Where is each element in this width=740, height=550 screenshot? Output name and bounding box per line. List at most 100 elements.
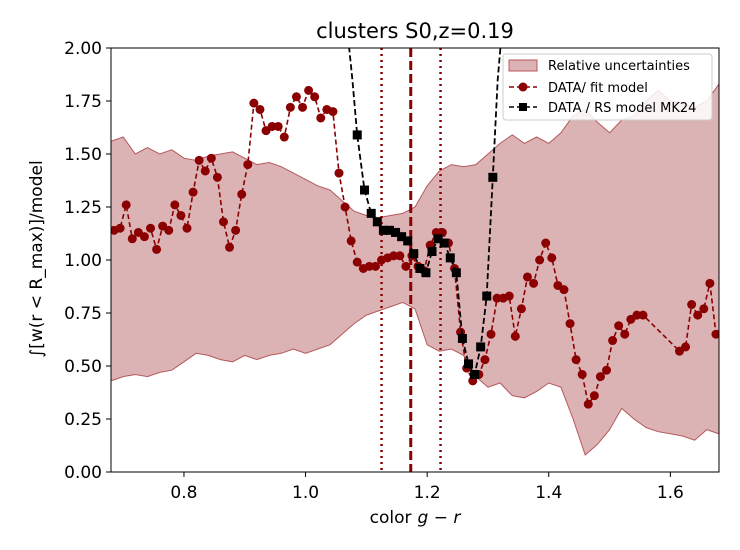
y-tick-label: 0.50 bbox=[64, 357, 102, 377]
x-tick-label: 1.2 bbox=[414, 483, 441, 503]
fit-point bbox=[352, 257, 362, 267]
fit-point bbox=[504, 291, 514, 301]
y-tick-label: 1.50 bbox=[64, 145, 102, 165]
fit-point bbox=[340, 202, 350, 212]
legend: Relative uncertainties DATA/ fit model D… bbox=[502, 53, 713, 121]
legend-rs-marker bbox=[519, 103, 527, 111]
fit-point bbox=[705, 278, 715, 288]
fit-point bbox=[541, 238, 551, 248]
y-tick-label: 2.00 bbox=[64, 39, 102, 59]
x-axis-label-main: color bbox=[370, 508, 412, 528]
y-tick-label: 0.25 bbox=[64, 410, 102, 430]
axes-layer: 0.8 1.0 1.2 1.4 1.6 0.00 0.25 0.50 0.75 1.00 1.25 1… bbox=[64, 39, 720, 503]
fit-point bbox=[212, 172, 222, 182]
fit-point bbox=[577, 369, 587, 379]
fit-point bbox=[176, 210, 186, 220]
x-tick-label: 0.8 bbox=[170, 483, 197, 503]
rs-point bbox=[366, 208, 376, 218]
fit-point bbox=[200, 166, 210, 176]
fit-point bbox=[595, 372, 605, 382]
fit-point bbox=[571, 355, 581, 365]
rs-point bbox=[391, 227, 401, 237]
y-tick-label: 0.75 bbox=[64, 304, 102, 324]
rs-point bbox=[482, 291, 492, 301]
legend-fit-marker bbox=[518, 82, 528, 92]
fit-point bbox=[547, 253, 557, 263]
fit-point bbox=[194, 155, 204, 165]
fit-point bbox=[608, 336, 618, 346]
x-axis-label-math: g − r bbox=[418, 508, 462, 528]
fit-point bbox=[237, 189, 247, 199]
rs-point bbox=[470, 369, 480, 379]
rs-point bbox=[397, 232, 407, 242]
fit-point bbox=[401, 261, 411, 271]
fit-point bbox=[687, 300, 697, 310]
x-tick-label: 1.0 bbox=[292, 483, 319, 503]
fit-point bbox=[243, 160, 253, 170]
fit-point bbox=[346, 236, 356, 246]
fit-point bbox=[285, 102, 295, 112]
fit-point bbox=[121, 200, 131, 210]
fit-point bbox=[589, 391, 599, 401]
legend-label-rs: DATA / RS model MK24 bbox=[548, 101, 696, 116]
fit-point bbox=[231, 225, 241, 235]
rs-point bbox=[415, 263, 425, 273]
fit-point bbox=[620, 329, 630, 339]
fit-point bbox=[273, 121, 283, 131]
chart-title: clusters S0,z=0.19 bbox=[316, 19, 514, 43]
fit-point bbox=[638, 310, 648, 320]
x-tick-label: 1.6 bbox=[657, 483, 684, 503]
rs-point bbox=[433, 234, 443, 244]
rs-point bbox=[384, 225, 394, 235]
fit-point bbox=[188, 187, 198, 197]
rs-point bbox=[352, 130, 362, 140]
y-tick-label: 1.00 bbox=[64, 251, 102, 271]
fit-point bbox=[486, 329, 496, 339]
fit-point bbox=[164, 225, 174, 235]
fit-point bbox=[583, 399, 593, 409]
legend-box bbox=[502, 53, 713, 121]
fit-point bbox=[127, 234, 137, 244]
fit-point bbox=[249, 98, 259, 108]
rs-point bbox=[427, 247, 437, 257]
legend-label-fit: DATA/ fit model bbox=[548, 81, 648, 96]
fit-point bbox=[602, 365, 612, 375]
rs-point bbox=[488, 172, 498, 182]
fit-point bbox=[146, 223, 156, 233]
fit-point bbox=[279, 132, 289, 142]
fit-point bbox=[304, 85, 314, 95]
fit-point bbox=[370, 261, 380, 271]
fit-point bbox=[328, 107, 338, 117]
fit-point bbox=[334, 168, 344, 178]
y-axis-label: ∫[w(r < R_max)]/model bbox=[27, 160, 47, 357]
fit-point bbox=[395, 251, 405, 261]
fit-point bbox=[614, 321, 624, 331]
fit-point bbox=[316, 113, 326, 123]
series-layer bbox=[111, 48, 719, 409]
y-tick-label: 1.75 bbox=[64, 92, 102, 112]
rs-point bbox=[409, 249, 419, 259]
fit-point bbox=[115, 223, 125, 233]
rs-point bbox=[439, 238, 449, 248]
fit-point bbox=[298, 102, 308, 112]
fit-point bbox=[516, 304, 526, 314]
fit-point bbox=[480, 355, 490, 365]
fit-point bbox=[139, 232, 149, 242]
fit-point bbox=[529, 278, 539, 288]
fit-point bbox=[522, 272, 532, 282]
fit-point bbox=[535, 255, 545, 265]
fit-point bbox=[291, 92, 301, 102]
fit-point bbox=[206, 153, 216, 163]
fit-point bbox=[693, 310, 703, 320]
legend-band-swatch bbox=[508, 59, 538, 72]
fit-point bbox=[699, 304, 709, 314]
fit-point bbox=[182, 223, 192, 233]
rs-point bbox=[378, 225, 388, 235]
fit-point bbox=[711, 329, 719, 339]
rs-point bbox=[360, 185, 370, 195]
rs-point bbox=[421, 268, 431, 278]
rs-point bbox=[403, 236, 413, 246]
fit-point bbox=[225, 242, 235, 252]
fit-point bbox=[681, 342, 691, 352]
